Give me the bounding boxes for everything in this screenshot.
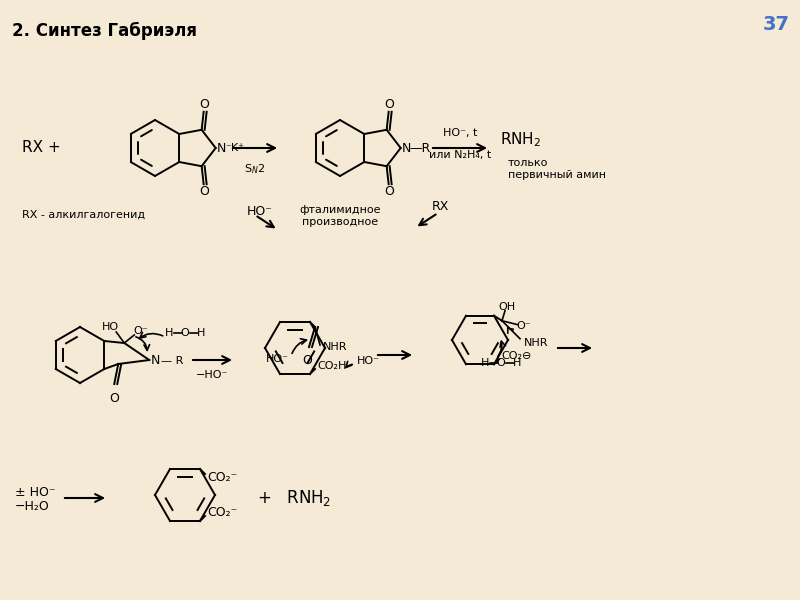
- Text: O: O: [385, 185, 394, 197]
- Text: O: O: [200, 185, 210, 197]
- Text: HO⁻: HO⁻: [247, 205, 273, 218]
- Text: RX +: RX +: [22, 140, 61, 155]
- Text: N: N: [151, 353, 161, 367]
- Text: +   RNH$_2$: + RNH$_2$: [257, 488, 331, 508]
- Text: H: H: [197, 328, 206, 338]
- Text: HO⁻: HO⁻: [357, 356, 380, 366]
- Text: N: N: [217, 142, 226, 154]
- Text: O⁻: O⁻: [517, 321, 531, 331]
- Text: —R: —R: [410, 142, 431, 154]
- Text: HO: HO: [102, 322, 119, 332]
- Text: O: O: [497, 358, 506, 368]
- Text: ± HO⁻: ± HO⁻: [15, 485, 55, 499]
- Text: CO₂⊖: CO₂⊖: [501, 351, 531, 361]
- Text: RX: RX: [432, 200, 450, 213]
- Text: H: H: [513, 358, 521, 368]
- Text: — R: — R: [162, 356, 184, 366]
- Text: CO₂⁻: CO₂⁻: [207, 470, 238, 484]
- Text: H: H: [165, 328, 174, 338]
- Text: O: O: [302, 354, 312, 367]
- Text: CO₂H: CO₂H: [317, 361, 346, 371]
- Text: CO₂⁻: CO₂⁻: [207, 506, 238, 520]
- Text: O: O: [181, 328, 190, 338]
- Text: S$_{N}$2: S$_{N}$2: [244, 162, 266, 176]
- Text: H: H: [481, 358, 489, 368]
- Text: OH: OH: [498, 302, 515, 312]
- Text: O: O: [385, 98, 394, 112]
- Text: RNH$_2$: RNH$_2$: [500, 131, 541, 149]
- Text: N: N: [402, 142, 411, 154]
- Text: 37: 37: [763, 15, 790, 34]
- Text: NHR: NHR: [323, 342, 347, 352]
- Text: −H₂O: −H₂O: [15, 499, 50, 512]
- Text: 2. Синтез Габриэля: 2. Синтез Габриэля: [12, 22, 197, 40]
- Text: O: O: [200, 98, 210, 112]
- Text: HO⁻, t: HO⁻, t: [443, 128, 477, 138]
- Text: HO⁻: HO⁻: [266, 354, 289, 364]
- Text: RX - алкилгалогенид: RX - алкилгалогенид: [22, 210, 145, 220]
- Text: фталимидное
производное: фталимидное производное: [299, 205, 381, 227]
- Text: O⁻: O⁻: [133, 326, 147, 336]
- Text: ⁻K⁺: ⁻K⁺: [226, 143, 245, 153]
- Text: −HO⁻: −HO⁻: [196, 370, 228, 380]
- Text: NHR: NHR: [524, 338, 549, 348]
- Text: O: O: [110, 392, 119, 405]
- Text: только
первичный амин: только первичный амин: [508, 158, 606, 179]
- Text: или N₂H₄, t: или N₂H₄, t: [429, 150, 491, 160]
